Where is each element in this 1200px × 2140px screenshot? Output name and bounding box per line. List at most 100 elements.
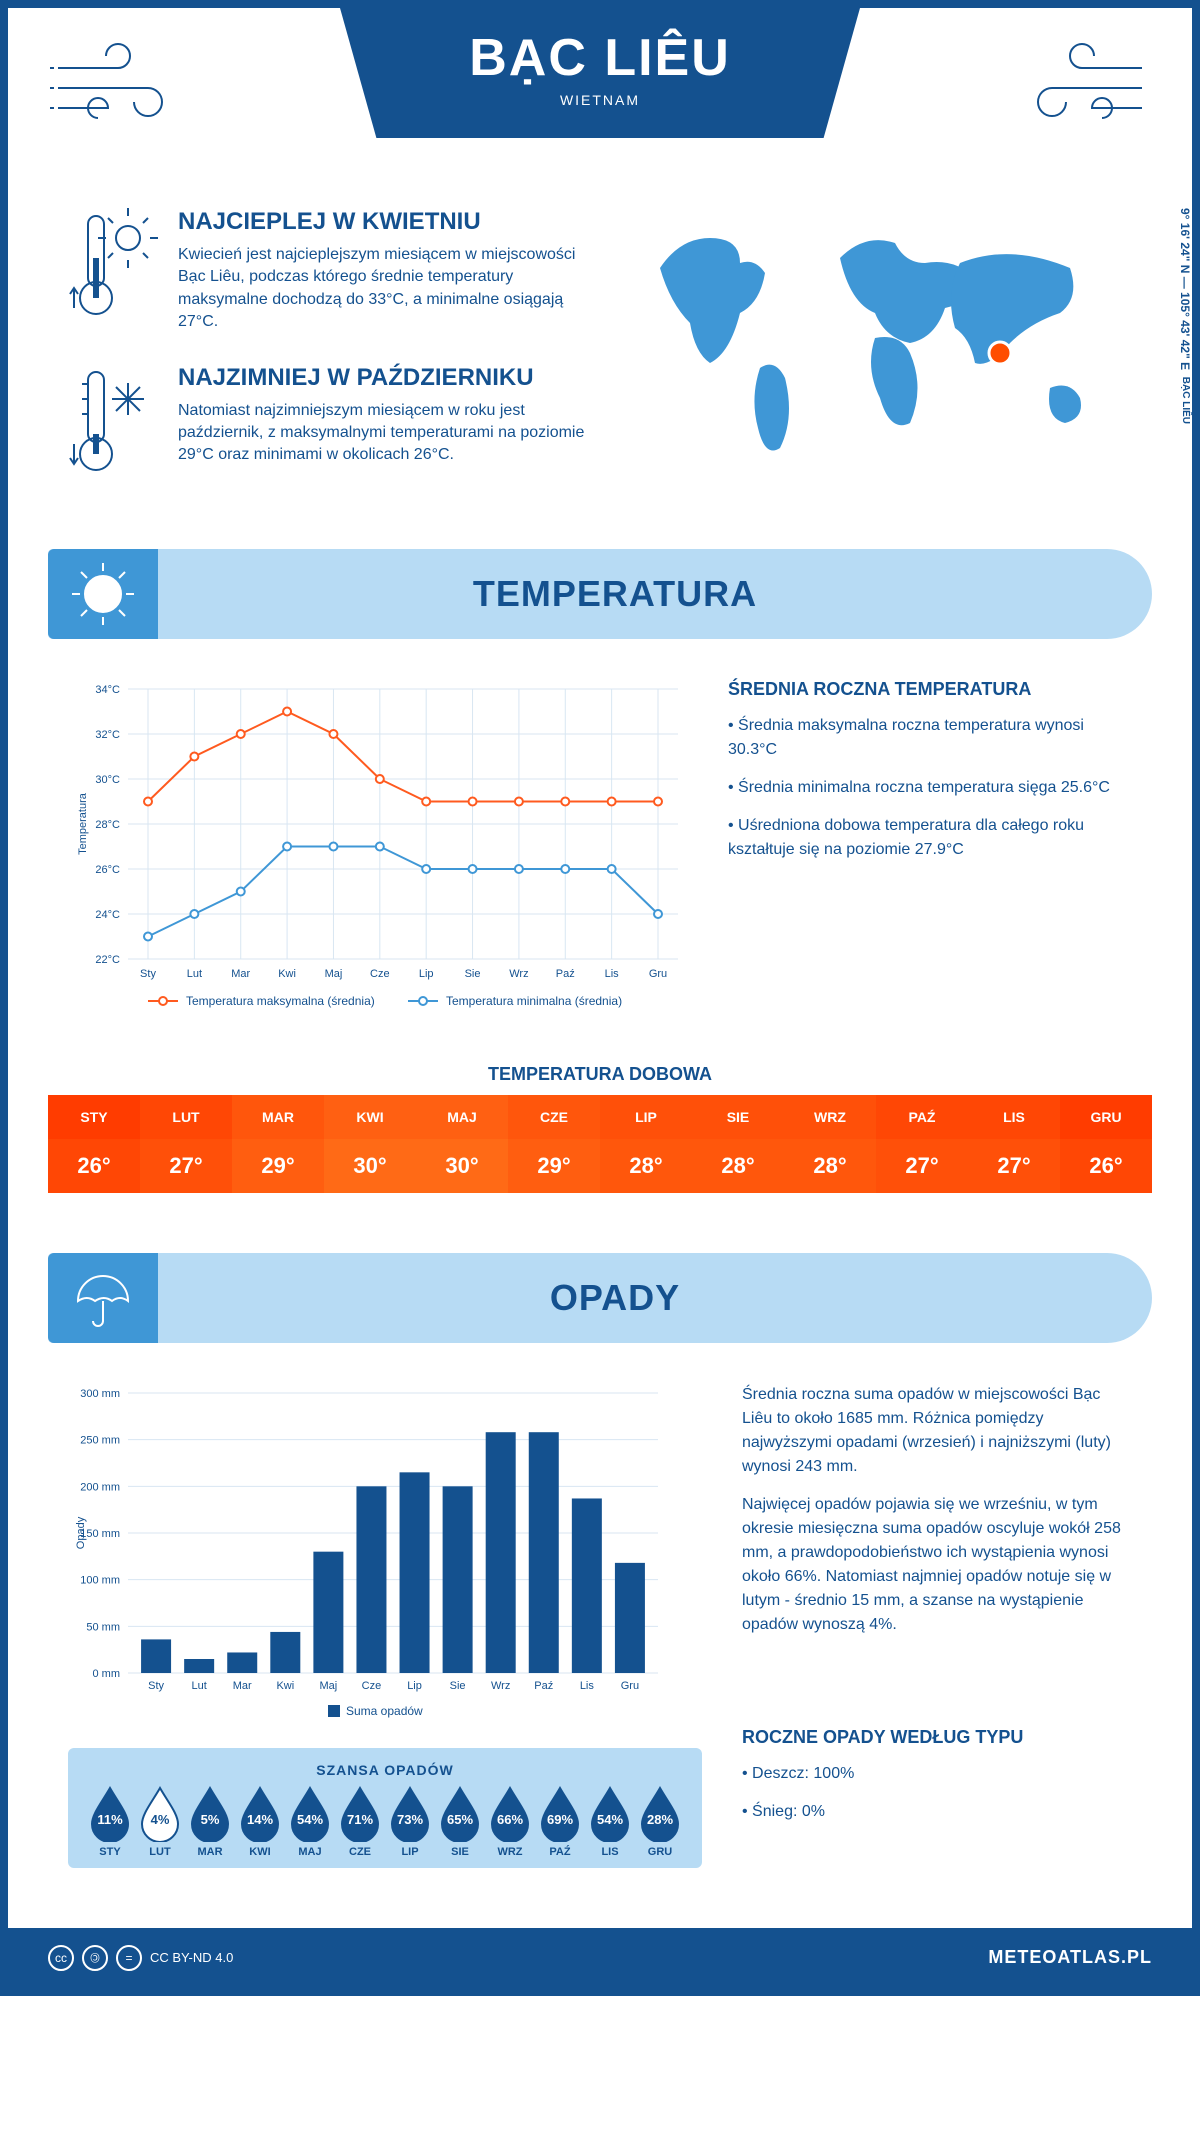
daily-month: CZE: [508, 1095, 600, 1139]
rain-para: Najwięcej opadów pojawia się we wrześniu…: [742, 1493, 1132, 1637]
by-icon: 🄯: [82, 1945, 108, 1971]
warmest-title: NAJCIEPLEJ W KWIETNIU: [178, 208, 598, 236]
svg-text:Cze: Cze: [370, 968, 390, 980]
daily-temp-title: TEMPERATURA DOBOWA: [8, 1064, 1192, 1085]
world-map: 9° 16' 24" N — 105° 43' 42" E BẠC LIÊU: [640, 208, 1172, 519]
rain-para: Średnia roczna suma opadów w miejscowośc…: [742, 1383, 1132, 1479]
chance-drop: 73%LIP: [388, 1786, 432, 1858]
svg-text:Kwi: Kwi: [276, 1680, 294, 1692]
daily-value: 26°: [48, 1139, 140, 1193]
svg-text:Sty: Sty: [140, 968, 156, 980]
daily-month: WRZ: [784, 1095, 876, 1139]
svg-text:Mar: Mar: [231, 968, 250, 980]
summary-line: • Średnia maksymalna roczna temperatura …: [728, 714, 1132, 762]
chance-drop: 14%KWI: [238, 1786, 282, 1858]
daily-temp-table: STYLUTMARKWIMAJCZELIPSIEWRZPAŹLISGRU 26°…: [48, 1095, 1152, 1193]
svg-text:26°C: 26°C: [95, 864, 120, 876]
brand: METEOATLAS.PL: [988, 1947, 1152, 1968]
svg-text:Sty: Sty: [148, 1680, 164, 1692]
daily-value: 27°: [968, 1139, 1060, 1193]
daily-month: LIS: [968, 1095, 1060, 1139]
svg-text:22°C: 22°C: [95, 954, 120, 966]
chance-drop: 69%PAŹ: [538, 1786, 582, 1858]
section-title: TEMPERATURA: [158, 573, 1152, 615]
summary-line: • Uśredniona dobowa temperatura dla całe…: [728, 814, 1132, 862]
svg-text:34°C: 34°C: [95, 684, 120, 696]
bytype-line: • Śnieg: 0%: [742, 1800, 1132, 1824]
chance-drop: 11%STY: [88, 1786, 132, 1858]
svg-text:Temperatura minimalna (średnia: Temperatura minimalna (średnia): [446, 994, 622, 1008]
daily-value: 27°: [876, 1139, 968, 1193]
top-info: NAJCIEPLEJ W KWIETNIU Kwiecień jest najc…: [8, 188, 1192, 549]
svg-text:Cze: Cze: [362, 1680, 382, 1692]
coordinates: 9° 16' 24" N — 105° 43' 42" E BẠC LIÊU: [1178, 208, 1192, 424]
rain-bar-chart: 0 mm50 mm100 mm150 mm200 mm250 mm300 mmO…: [68, 1383, 668, 1723]
svg-text:Temperatura maksymalna (średni: Temperatura maksymalna (średnia): [186, 994, 375, 1008]
daily-value: 28°: [692, 1139, 784, 1193]
chance-title: SZANSA OPADÓW: [88, 1762, 682, 1778]
license: cc 🄯 = CC BY-ND 4.0: [48, 1945, 233, 1971]
bytype-title: ROCZNE OPADY WEDŁUG TYPU: [742, 1727, 1132, 1748]
svg-text:Temperatura: Temperatura: [77, 792, 89, 855]
svg-text:300 mm: 300 mm: [80, 1388, 120, 1400]
location-title: BẠC LIÊU: [340, 28, 860, 88]
svg-text:Suma opadów: Suma opadów: [346, 1704, 423, 1718]
svg-text:24°C: 24°C: [95, 909, 120, 921]
daily-value: 27°: [140, 1139, 232, 1193]
temperature-summary: ŚREDNIA ROCZNA TEMPERATURA • Średnia mak…: [728, 679, 1132, 1024]
cc-icon: cc: [48, 1945, 74, 1971]
header: BẠC LIÊU WIETNAM: [8, 8, 1192, 188]
rain-content: 0 mm50 mm100 mm150 mm200 mm250 mm300 mmO…: [8, 1343, 1192, 1888]
svg-text:Lis: Lis: [580, 1680, 595, 1692]
svg-text:Maj: Maj: [325, 968, 343, 980]
temperature-content: 22°C 24°C 26°C 28°C 30°C 32°C 34°C Sty Lut Mar Kwi…: [8, 639, 1192, 1044]
svg-text:32°C: 32°C: [95, 729, 120, 741]
svg-text:250 mm: 250 mm: [80, 1434, 120, 1446]
warmest-fact: NAJCIEPLEJ W KWIETNIU Kwiecień jest najc…: [68, 208, 600, 334]
section-title: OPADY: [158, 1277, 1152, 1319]
warmest-text: Kwiecień jest najcieplejszym miesiącem w…: [178, 244, 598, 334]
svg-text:Lut: Lut: [192, 1680, 207, 1692]
chance-drop: 65%SIE: [438, 1786, 482, 1858]
daily-month: KWI: [324, 1095, 416, 1139]
chance-drop: 4%LUT: [138, 1786, 182, 1858]
svg-text:Gru: Gru: [649, 968, 667, 980]
svg-text:Mar: Mar: [233, 1680, 252, 1692]
chance-drop: 71%CZE: [338, 1786, 382, 1858]
daily-value: 29°: [508, 1139, 600, 1193]
temperature-chart: 22°C 24°C 26°C 28°C 30°C 32°C 34°C Sty Lut Mar Kwi…: [68, 679, 688, 1024]
svg-text:Lis: Lis: [605, 968, 620, 980]
svg-text:30°C: 30°C: [95, 774, 120, 786]
coldest-text: Natomiast najzimniejszym miesiącem w rok…: [178, 400, 598, 467]
thermometer-snow-icon: [68, 364, 158, 489]
svg-text:200 mm: 200 mm: [80, 1481, 120, 1493]
daily-month: MAR: [232, 1095, 324, 1139]
location-marker: [989, 342, 1011, 364]
umbrella-icon: [48, 1253, 158, 1343]
daily-month: LUT: [140, 1095, 232, 1139]
chance-drop: 54%MAJ: [288, 1786, 332, 1858]
rain-chart-column: 0 mm50 mm100 mm150 mm200 mm250 mm300 mmO…: [68, 1383, 702, 1868]
nd-icon: =: [116, 1945, 142, 1971]
svg-text:28°C: 28°C: [95, 819, 120, 831]
rain-chance-box: SZANSA OPADÓW 11%STY4%LUT5%MAR14%KWI54%M…: [68, 1748, 702, 1868]
daily-value: 28°: [784, 1139, 876, 1193]
chance-drop: 66%WRZ: [488, 1786, 532, 1858]
sun-icon: [48, 549, 158, 639]
svg-text:Wrz: Wrz: [491, 1680, 510, 1692]
rain-summary: Średnia roczna suma opadów w miejscowośc…: [742, 1383, 1132, 1868]
daily-month: LIP: [600, 1095, 692, 1139]
chance-drop: 54%LIS: [588, 1786, 632, 1858]
license-text: CC BY-ND 4.0: [150, 1950, 233, 1965]
daily-value: 28°: [600, 1139, 692, 1193]
daily-month: STY: [48, 1095, 140, 1139]
country-label: WIETNAM: [340, 92, 860, 108]
temperature-banner: TEMPERATURA: [48, 549, 1152, 639]
title-banner: BẠC LIÊU WIETNAM: [340, 8, 860, 138]
rain-banner: OPADY: [48, 1253, 1152, 1343]
page: BẠC LIÊU WIETNAM: [0, 0, 1200, 1996]
svg-text:Kwi: Kwi: [278, 968, 296, 980]
svg-text:Lut: Lut: [187, 968, 202, 980]
svg-text:Lip: Lip: [407, 1680, 422, 1692]
wind-icon: [48, 38, 188, 143]
